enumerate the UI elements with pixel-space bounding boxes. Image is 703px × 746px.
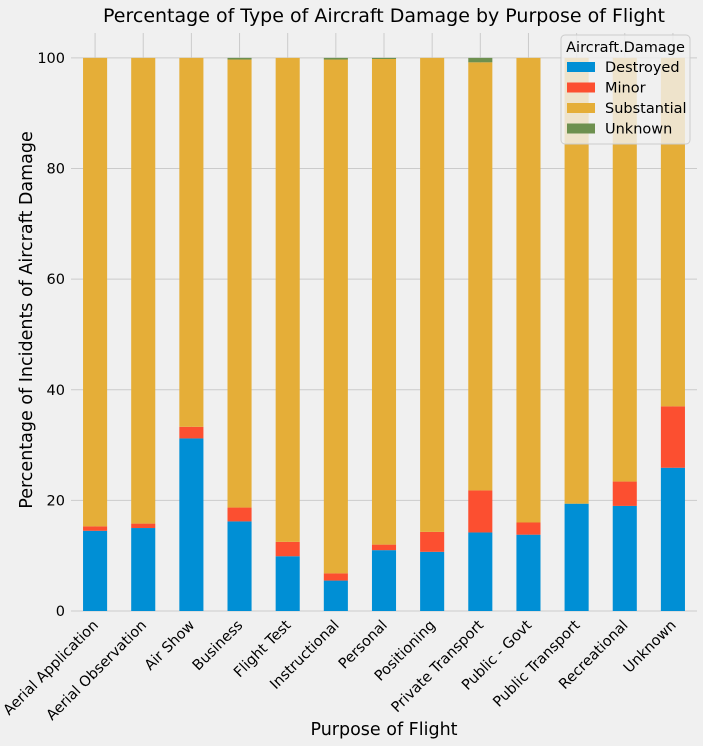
bar-minor-recreational	[612, 481, 637, 506]
bar-minor-positioning	[420, 531, 445, 552]
y-tick-label: 100	[37, 51, 65, 67]
bar-substantial-instructional	[323, 59, 348, 574]
bar-unknown-personal	[371, 57, 397, 59]
legend-swatch-minor	[567, 82, 595, 93]
bar-destroyed-unknown	[660, 467, 685, 611]
legend-swatch-unknown	[567, 123, 595, 134]
y-axis-ticks: 0 20 40 60 80 100	[37, 51, 65, 620]
bar-unknown-business	[227, 57, 252, 60]
bar-destroyed-air-show	[179, 438, 204, 611]
bar-destroyed-public-govt	[516, 534, 541, 611]
bar-destroyed-aerial-observation	[131, 528, 156, 611]
bar-minor-aerial-application	[83, 526, 108, 531]
legend-title: Aircraft.Damage	[566, 40, 685, 56]
x-tick-label: Air Show	[142, 617, 198, 673]
bar-minor-public-govt	[516, 522, 541, 535]
bar-destroyed-positioning	[420, 551, 445, 611]
legend-swatch-substantial	[567, 103, 595, 113]
x-tick-label: Unknown	[621, 618, 680, 677]
y-tick-label: 40	[47, 383, 65, 399]
bar-destroyed-instructional	[323, 580, 348, 611]
x-tick-label: Aerial Application	[1, 618, 102, 719]
bar-substantial-aerial-application	[83, 57, 108, 527]
bar-destroyed-private-transport	[468, 532, 493, 611]
bar-substantial-private-transport	[468, 62, 493, 491]
bar-minor-flight-test	[275, 541, 300, 557]
y-tick-label: 20	[47, 493, 65, 509]
bar-minor-business	[227, 507, 252, 522]
bar-destroyed-flight-test	[275, 556, 300, 611]
legend-label-unknown: Unknown	[605, 122, 672, 138]
bar-destroyed-recreational	[612, 505, 637, 611]
bar-minor-personal	[371, 544, 397, 551]
bar-minor-private-transport	[468, 490, 493, 533]
bar-minor-air-show	[179, 426, 204, 439]
legend-swatch-destroyed	[567, 62, 595, 72]
legend-label-substantial: Substantial	[605, 101, 687, 117]
legend-label-minor: Minor	[605, 81, 646, 97]
bar-destroyed-aerial-application	[83, 530, 108, 611]
bar-substantial-air-show	[179, 57, 204, 427]
x-tick-label: Public Transport	[490, 617, 583, 710]
legend-items: Destroyed Minor Substantial Unknown	[567, 60, 687, 138]
bar-substantial-aerial-observation	[131, 57, 156, 524]
bar-destroyed-business	[227, 521, 252, 611]
y-axis-label: Percentage of Incidents of Aircraft Dama…	[17, 131, 37, 508]
bar-substantial-business	[227, 59, 252, 508]
bar-minor-aerial-observation	[131, 523, 156, 529]
bar-substantial-public-govt	[516, 57, 541, 523]
bar-minor-instructional	[323, 573, 348, 581]
legend-label-destroyed: Destroyed	[605, 60, 680, 76]
bar-unknown-instructional	[323, 57, 348, 60]
bar-substantial-personal	[371, 58, 397, 545]
bar-substantial-flight-test	[275, 57, 300, 542]
legend: Aircraft.Damage Destroyed Minor Substantia…	[560, 34, 691, 145]
y-tick-label: 0	[56, 604, 65, 620]
chart-title: Percentage of Type of Aircraft Damage by…	[103, 5, 665, 27]
x-tick-label: Private Transport	[389, 617, 488, 716]
y-tick-label: 60	[47, 272, 65, 288]
bar-unknown-private-transport	[468, 57, 493, 63]
y-tick-label: 80	[47, 162, 65, 178]
bar-destroyed-public-transport	[564, 503, 589, 611]
bar-substantial-positioning	[420, 57, 445, 532]
bar-minor-unknown	[660, 406, 685, 468]
bar-destroyed-personal	[371, 550, 397, 611]
x-axis-label: Purpose of Flight	[310, 720, 457, 740]
